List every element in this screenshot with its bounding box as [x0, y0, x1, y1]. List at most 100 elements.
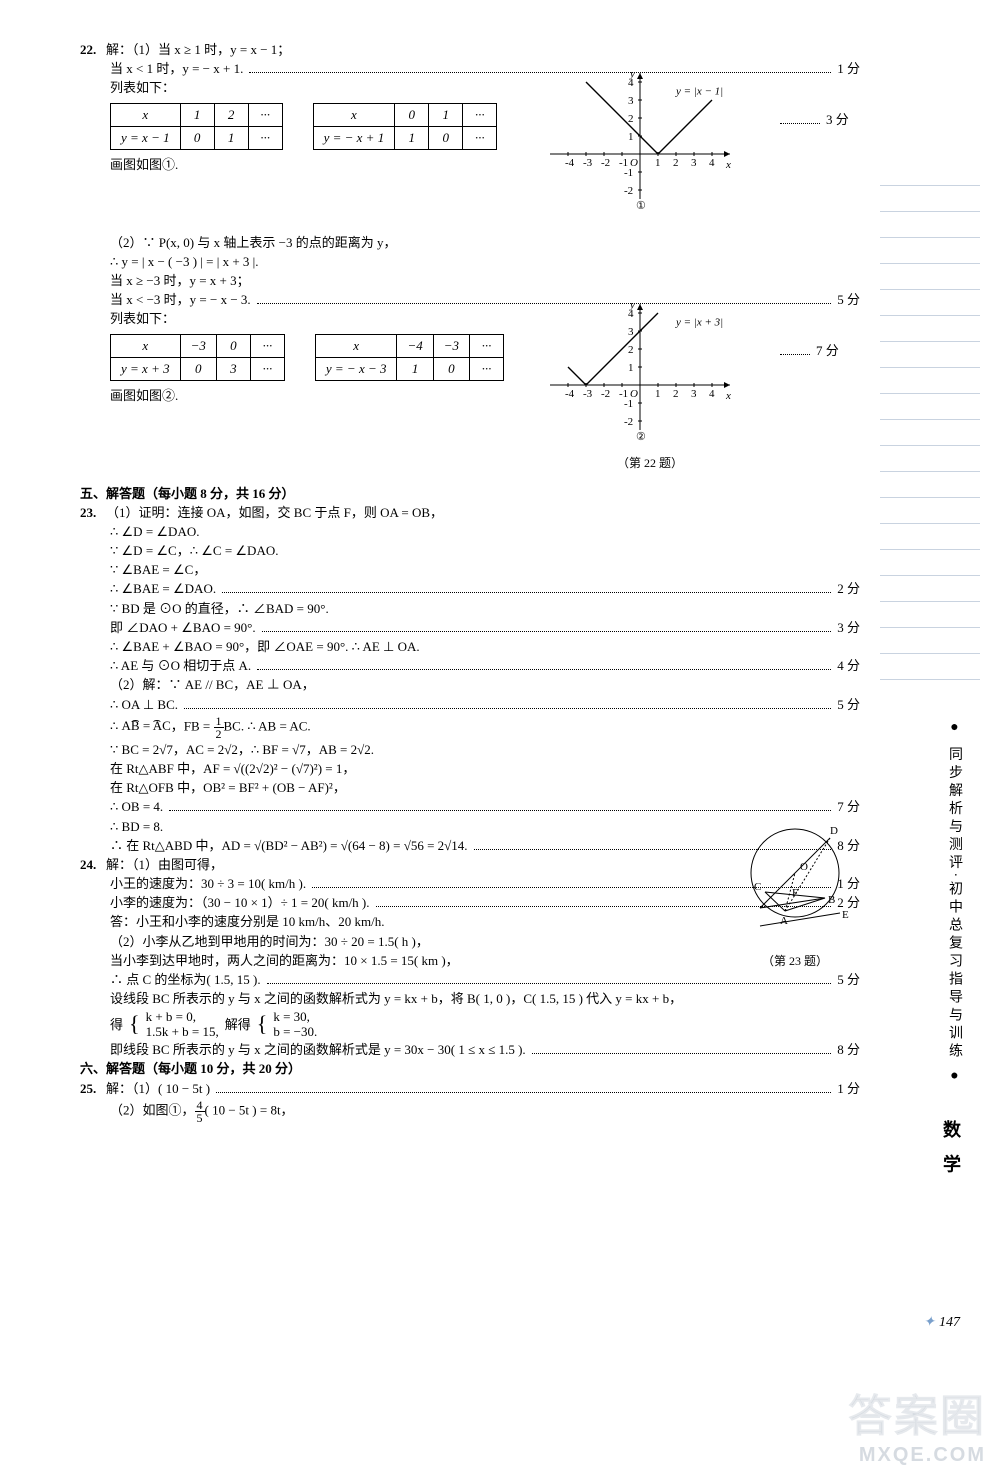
q23-l14: 在 Rt△ABF 中，AF = √((2√2)² − (√7)²) = 1， — [110, 760, 860, 778]
svg-text:x: x — [725, 159, 731, 171]
svg-text:2: 2 — [628, 344, 634, 356]
q23-l2: ∴ ∠D = ∠DAO. — [110, 523, 860, 541]
q22-table1a: x12··· y = x − 101··· — [110, 103, 283, 150]
svg-text:1: 1 — [655, 388, 661, 400]
q23-figcap: （第 23 题） — [730, 952, 860, 969]
svg-text:A: A — [780, 915, 788, 927]
q22-table2a: x−30··· y = x + 303··· — [110, 334, 285, 381]
side-vtext2: 数 学 — [938, 1120, 964, 1179]
svg-text:①: ① — [636, 200, 646, 209]
svg-text:1: 1 — [655, 157, 661, 169]
svg-text:-4: -4 — [565, 157, 575, 169]
q24-l10: 即线段 BC 所表示的 y 与 x 之间的函数解析式是 y = 30x − 30… — [110, 1041, 526, 1059]
q22-score5: 5 分 — [837, 291, 860, 309]
q22-below1: 画图如图①. — [110, 154, 283, 173]
q25-num: 25. — [80, 1080, 106, 1098]
q24-l9a: 得 — [110, 1016, 123, 1034]
svg-text:4: 4 — [628, 77, 634, 89]
q22-l5: ∴ y = | x − ( −3 ) | = | x + 3 |. — [110, 253, 860, 271]
q23-l12a: ∴ — [110, 718, 122, 733]
q25-l2b: ( 10 − 5t ) = 8t， — [205, 1102, 294, 1117]
q25-score1: 1 分 — [837, 1080, 860, 1098]
q24-l7: ∴ 点 C 的坐标为( 1.5, 15 ). — [110, 971, 261, 989]
svg-text:2: 2 — [673, 388, 679, 400]
q22-l1: 解：（1）当 x ≥ 1 时，y = x − 1； — [106, 42, 290, 57]
q23-l5: ∴ ∠BAE = ∠DAO. — [110, 580, 216, 598]
svg-text:-2: -2 — [601, 157, 610, 169]
q23-l15: 在 Rt△OFB 中，OB² = BF² + (OB − AF)²， — [110, 779, 860, 797]
notebook-rules — [880, 160, 980, 680]
svg-text:-3: -3 — [583, 388, 593, 400]
svg-text:-1: -1 — [624, 398, 633, 410]
q23-l3: ∵ ∠D = ∠C，∴ ∠C = ∠DAO. — [110, 542, 860, 560]
q25-l1: 解：（1）( 10 − 5t ) — [106, 1080, 210, 1098]
svg-text:-3: -3 — [583, 157, 593, 169]
q23-l4: ∵ ∠BAE = ∠C， — [110, 561, 860, 579]
q23-l6: ∵ BD 是 ⊙O 的直径，∴ ∠BAD = 90°. — [110, 600, 860, 618]
svg-text:E: E — [842, 909, 849, 921]
q24-score5: 5 分 — [837, 971, 860, 989]
q24-score8: 8 分 — [837, 1041, 860, 1059]
svg-text:x: x — [725, 390, 731, 402]
svg-text:2: 2 — [673, 157, 679, 169]
q23-l13: ∵ BC = 2√7，AC = 2√2，∴ BF = √7，AB = 2√2. — [110, 741, 860, 759]
q24-l1: 解：（1）由图可得， — [106, 857, 223, 872]
q22-score1: 1 分 — [837, 60, 860, 78]
sec6-title: 六、解答题（每小题 10 分，共 20 分） — [80, 1060, 860, 1078]
q22-table1b: x01··· y = − x + 110··· — [313, 103, 498, 150]
q23-score2: 2 分 — [837, 580, 860, 598]
svg-text:2: 2 — [628, 113, 634, 125]
q23-l12b: ，FB = — [171, 718, 214, 733]
svg-text:4: 4 — [628, 308, 634, 320]
svg-text:3: 3 — [691, 157, 697, 169]
svg-text:-2: -2 — [601, 388, 610, 400]
svg-text:O: O — [800, 861, 808, 873]
svg-text:-2: -2 — [624, 416, 633, 428]
page-number: ✦147 — [923, 1314, 960, 1331]
q22-chart1: -4-3-2-11234Oxy1234-1-2y = |x − 1|① — [530, 59, 770, 209]
q22-table2b: x−4−3··· y = − x − 310··· — [315, 334, 504, 381]
q23-l12c: BC. ∴ AB = AC. — [224, 718, 311, 733]
q23-score4: 4 分 — [837, 657, 860, 675]
q22-l2: 当 x < 1 时，y = − x + 1. — [110, 60, 243, 78]
svg-text:y = |x − 1|: y = |x − 1| — [675, 85, 723, 97]
q23-score7: 7 分 — [837, 798, 860, 816]
q24-l2: 小王的速度为：30 ÷ 3 = 10( km/h ). — [110, 875, 306, 893]
q23-l18: ∴ 在 Rt△ABD 中，AD = √(BD² − AB²) = √(64 − … — [110, 837, 468, 855]
q24-l9c: 解得 — [225, 1016, 251, 1034]
svg-text:4: 4 — [709, 157, 715, 169]
svg-text:-4: -4 — [565, 388, 575, 400]
svg-text:-2: -2 — [624, 185, 633, 197]
svg-text:B: B — [828, 894, 835, 906]
svg-text:3: 3 — [691, 388, 697, 400]
q23-num: 23. — [80, 504, 106, 522]
q22-score7: 7 分 — [816, 340, 839, 359]
q24-l8: 设线段 BC 所表示的 y 与 x 之间的函数解析式为 y = kx + b，将… — [110, 990, 860, 1008]
svg-text:y = |x + 3|: y = |x + 3| — [675, 316, 723, 328]
q22-score3: 3 分 — [826, 109, 849, 128]
q22-l7: 当 x < −3 时，y = − x − 3. — [110, 291, 251, 309]
svg-text:4: 4 — [709, 388, 715, 400]
svg-text:1: 1 — [628, 131, 634, 143]
q23-l9: ∴ AE 与 ⊙O 相切于点 A. — [110, 657, 251, 675]
sec5-title: 五、解答题（每小题 8 分，共 16 分） — [80, 485, 860, 503]
q23-figure: D O C F A B E （第 23 题） — [730, 818, 860, 969]
svg-text:3: 3 — [628, 326, 634, 338]
q22-figcap: （第 22 题） — [530, 454, 770, 471]
q23-l7: 即 ∠DAO + ∠BAO = 90°. — [110, 619, 256, 637]
q23-score5: 5 分 — [837, 696, 860, 714]
q24-l3: 小李的速度为：（30 − 10 × 1）÷ 1 = 20( km/h ). — [110, 894, 370, 912]
q22-below2: 画图如图②. — [110, 385, 285, 404]
svg-text:-1: -1 — [624, 167, 633, 179]
svg-text:1: 1 — [628, 362, 634, 374]
q22-l6: 当 x ≥ −3 时，y = x + 3； — [110, 272, 860, 290]
q23-l10: （2）解：∵ AE // BC，AE ⊥ OA， — [110, 676, 860, 694]
q23-l1: （1）证明：连接 OA，如图，交 BC 于点 F，则 OA = OB， — [106, 505, 443, 520]
svg-text:3: 3 — [628, 95, 634, 107]
svg-text:D: D — [830, 825, 838, 837]
watermark: 答案圈 MXQE.COM — [848, 1380, 986, 1467]
q23-l8: ∴ ∠BAE + ∠BAO = 90°，即 ∠OAE = 90°. ∴ AE ⊥… — [110, 638, 860, 656]
q23-score3: 3 分 — [837, 619, 860, 637]
side-vtext1: ● 同步解析与测评·初中总复习指导与训练 ● — [944, 720, 964, 1088]
q22-l4: （2）∵ P(x, 0) 与 x 轴上表示 −3 的点的距离为 y， — [110, 234, 860, 252]
